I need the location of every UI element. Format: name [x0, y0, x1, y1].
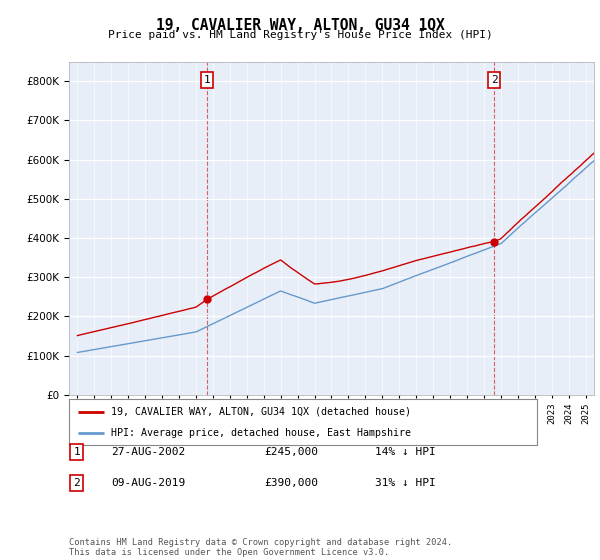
- Text: 27-AUG-2002: 27-AUG-2002: [111, 447, 185, 457]
- Text: 2: 2: [73, 478, 80, 488]
- Text: £390,000: £390,000: [264, 478, 318, 488]
- Text: 09-AUG-2019: 09-AUG-2019: [111, 478, 185, 488]
- Text: Contains HM Land Registry data © Crown copyright and database right 2024.
This d: Contains HM Land Registry data © Crown c…: [69, 538, 452, 557]
- Text: 19, CAVALIER WAY, ALTON, GU34 1QX: 19, CAVALIER WAY, ALTON, GU34 1QX: [155, 18, 445, 33]
- Text: 31% ↓ HPI: 31% ↓ HPI: [375, 478, 436, 488]
- Text: £245,000: £245,000: [264, 447, 318, 457]
- Text: 1: 1: [203, 75, 211, 85]
- Text: 2: 2: [491, 75, 497, 85]
- Text: HPI: Average price, detached house, East Hampshire: HPI: Average price, detached house, East…: [111, 428, 411, 438]
- Text: Price paid vs. HM Land Registry's House Price Index (HPI): Price paid vs. HM Land Registry's House …: [107, 30, 493, 40]
- Text: 14% ↓ HPI: 14% ↓ HPI: [375, 447, 436, 457]
- Text: 1: 1: [73, 447, 80, 457]
- Text: 19, CAVALIER WAY, ALTON, GU34 1QX (detached house): 19, CAVALIER WAY, ALTON, GU34 1QX (detac…: [111, 407, 411, 417]
